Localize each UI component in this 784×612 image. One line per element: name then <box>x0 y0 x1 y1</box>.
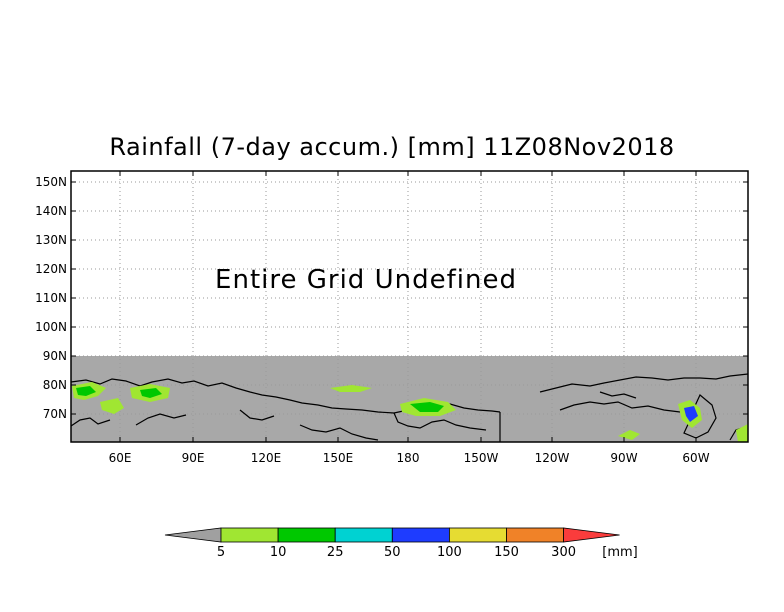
lat-tick-label: 70N <box>43 407 67 421</box>
colorbar-label: 5 <box>217 545 225 560</box>
colorbar-label: 100 <box>437 545 462 560</box>
colorbar-label: 150 <box>494 545 519 560</box>
colorbar-label: 10 <box>270 545 287 560</box>
colorbar-label: 300 <box>551 545 576 560</box>
undefined-grid-message: Entire Grid Undefined <box>215 265 517 295</box>
colorbar: 5 10 25 50 100 150 300 [mm] <box>164 527 638 560</box>
lon-tick-label: 150E <box>323 451 354 465</box>
longitude-axis: 60E 90E 120E 150E 180 150W 120W 90W 60W <box>109 451 710 465</box>
plot-frame <box>70 170 749 443</box>
colorbar-segment <box>448 527 507 543</box>
colorbar-label: 25 <box>327 545 344 560</box>
lat-tick-label: 130N <box>35 233 67 247</box>
colorbar-segment <box>391 527 450 543</box>
masked-region <box>71 356 748 442</box>
colorbar-segment <box>277 527 336 543</box>
tick-marks <box>71 171 748 442</box>
colorbar-label: 50 <box>384 545 401 560</box>
colorbar-segment <box>220 527 279 543</box>
lon-tick-label: 90E <box>182 451 205 465</box>
lat-tick-label: 100N <box>35 320 67 334</box>
lat-tick-label: 140N <box>35 204 67 218</box>
rainfall-shading <box>72 382 748 442</box>
lon-tick-label: 180 <box>397 451 420 465</box>
lat-tick-label: 80N <box>43 378 67 392</box>
lat-tick-label: 110N <box>35 291 67 305</box>
colorbar-segment <box>506 527 564 543</box>
colorbar-arrow-high <box>563 527 620 543</box>
colorbar-arrow-low <box>164 527 222 543</box>
grid-lines <box>71 171 748 442</box>
latitude-axis: 150N 140N 130N 120N 110N 100N 90N 80N 70N <box>35 175 67 421</box>
lon-tick-label: 60W <box>682 451 709 465</box>
lat-tick-label: 150N <box>35 175 67 189</box>
map-title: Rainfall (7-day accum.) [mm] 11Z08Nov201… <box>109 133 675 161</box>
lon-tick-label: 60E <box>109 451 132 465</box>
colorbar-segment <box>334 527 393 543</box>
lat-tick-label: 90N <box>43 349 67 363</box>
lon-tick-label: 120W <box>535 451 570 465</box>
lon-tick-label: 90W <box>610 451 637 465</box>
colorbar-unit: [mm] <box>602 545 637 560</box>
lon-tick-label: 120E <box>251 451 282 465</box>
lat-tick-label: 120N <box>35 262 67 276</box>
lon-tick-label: 150W <box>464 451 499 465</box>
